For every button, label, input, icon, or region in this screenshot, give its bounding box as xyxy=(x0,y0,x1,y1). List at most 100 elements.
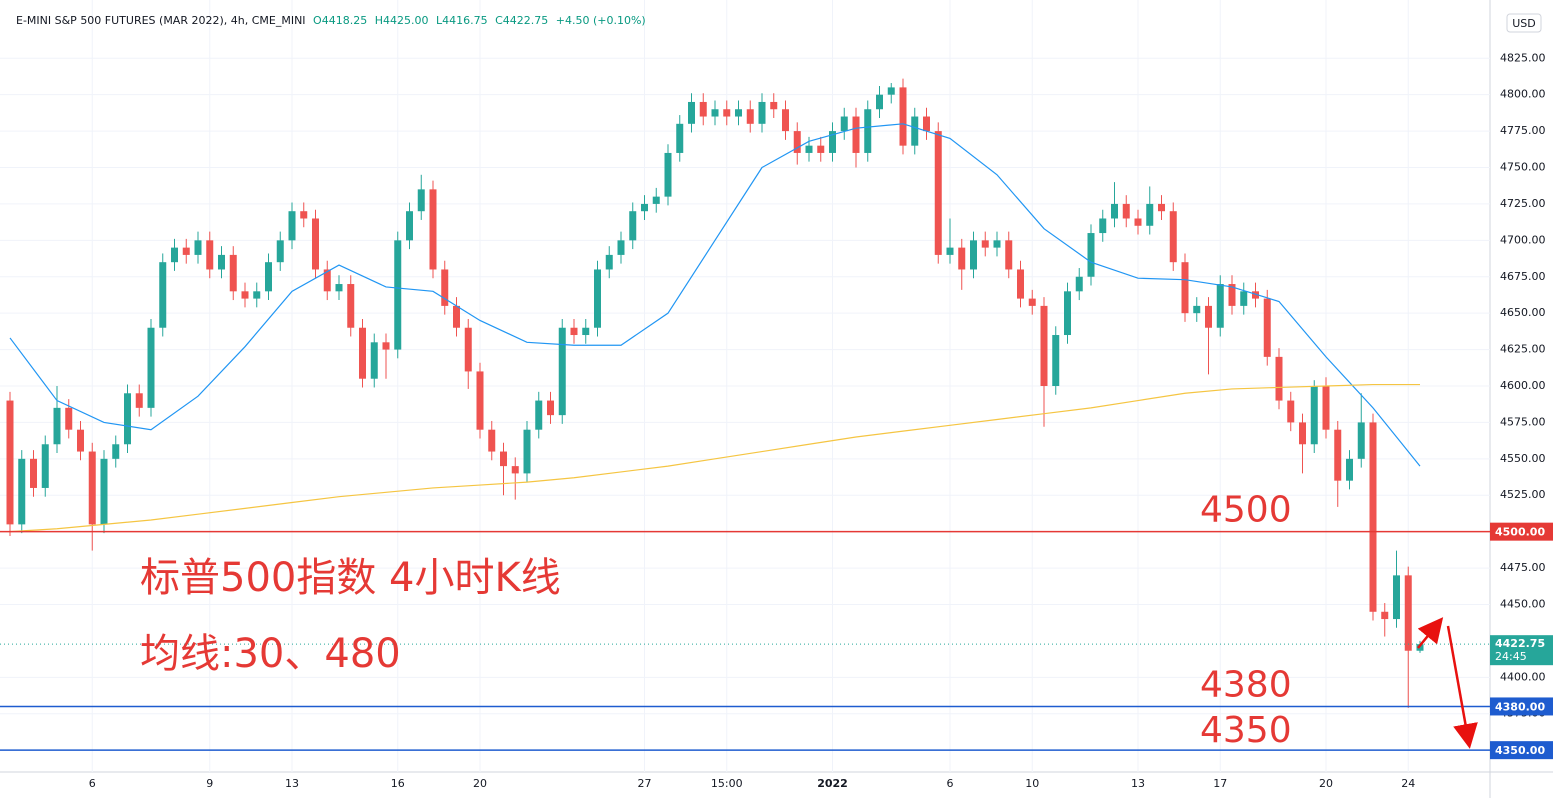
ohlc: +4.50 (+0.10%) xyxy=(555,14,646,27)
candle-body xyxy=(1111,203,1118,219)
candle-body xyxy=(194,240,202,255)
candle-body xyxy=(1122,203,1130,219)
candle-body xyxy=(159,262,167,328)
candle-body xyxy=(1252,291,1259,299)
candle-body xyxy=(77,429,84,452)
y-tick-label: 4450.00 xyxy=(1500,597,1546,610)
candle-body xyxy=(1240,291,1248,306)
candle-body xyxy=(594,269,601,328)
candle-body xyxy=(464,327,472,372)
level-tag-label: 4380.00 xyxy=(1495,700,1545,713)
candle-body xyxy=(981,240,989,248)
x-tick-label: 15:00 xyxy=(711,777,743,790)
candle-body xyxy=(370,342,378,379)
ohlc: C4422.75 xyxy=(495,14,549,27)
candle-body xyxy=(265,262,272,292)
candle-body xyxy=(394,240,402,350)
y-tick-label: 4825.00 xyxy=(1500,51,1546,64)
candle-body xyxy=(218,254,225,270)
candle-body xyxy=(1181,262,1189,314)
x-tick-label: 9 xyxy=(206,777,213,790)
candle-body xyxy=(100,458,108,525)
candle-body xyxy=(617,240,625,255)
candle-body xyxy=(1393,575,1400,620)
candle-body xyxy=(1193,305,1201,314)
candle-body xyxy=(793,131,801,153)
candle-body xyxy=(441,269,449,306)
y-tick-label: 4650.00 xyxy=(1500,306,1546,319)
candle-body xyxy=(476,371,484,430)
candle-body xyxy=(1404,575,1412,651)
candle-body xyxy=(253,291,261,299)
candle-body xyxy=(852,116,860,153)
candle-body xyxy=(347,284,355,328)
candle-body xyxy=(30,458,37,488)
candle-body xyxy=(1334,429,1342,481)
candle-body xyxy=(1346,458,1353,481)
symbol: E-MINI S&P 500 FUTURES (MAR 2022), 4h, C… xyxy=(16,14,306,27)
x-tick-label: 27 xyxy=(638,777,652,790)
candle-body xyxy=(1005,240,1013,270)
candle-body xyxy=(605,254,613,270)
candle-body xyxy=(911,116,919,146)
grid xyxy=(0,0,1490,772)
y-tick-label: 4550.00 xyxy=(1500,452,1546,465)
candle-body xyxy=(382,342,390,350)
candle-body xyxy=(1381,611,1389,620)
currency-box[interactable] xyxy=(1506,13,1542,33)
level-tag-label: 4500.00 xyxy=(1495,526,1545,539)
y-tick-label: 4625.00 xyxy=(1500,343,1546,356)
candle-body xyxy=(1075,276,1083,292)
x-tick-label: 16 xyxy=(391,777,405,790)
candle-body xyxy=(1040,305,1048,386)
marks xyxy=(6,78,1424,708)
candle-body xyxy=(770,101,778,110)
candle-body xyxy=(958,247,966,270)
candle-body xyxy=(923,116,930,132)
candle-body xyxy=(88,451,96,525)
candle-body xyxy=(887,87,895,95)
candle-body xyxy=(993,240,1001,248)
level-tag-label: 4350.00 xyxy=(1495,744,1545,757)
candle-body xyxy=(876,94,883,110)
candle-body xyxy=(1369,422,1377,612)
candle-body xyxy=(723,109,731,117)
candle-body xyxy=(41,444,49,488)
candle-body xyxy=(934,131,942,255)
candle-body xyxy=(535,400,543,430)
y-tick-label: 4800.00 xyxy=(1500,88,1546,101)
level-tag xyxy=(1490,522,1553,541)
moving-average xyxy=(9,383,1420,533)
candle-body xyxy=(1216,284,1224,328)
candle-body xyxy=(6,400,14,525)
candle-body xyxy=(1299,422,1306,445)
candle-body xyxy=(817,145,825,153)
candle-body xyxy=(946,247,954,255)
y-tick-label: 4700.00 xyxy=(1500,233,1546,246)
arrow xyxy=(1417,617,1444,649)
last-price-tag xyxy=(1490,635,1553,666)
candle-body xyxy=(582,327,590,336)
x-tick-label: 17 xyxy=(1213,777,1227,790)
candle-body xyxy=(53,407,61,445)
candle-body xyxy=(899,87,907,146)
candle-body xyxy=(1017,269,1024,299)
ohlc: L4416.75 xyxy=(435,14,488,27)
candle-body xyxy=(676,123,684,153)
candle-body xyxy=(229,254,237,292)
candle-body xyxy=(547,400,554,416)
candle-body xyxy=(288,211,296,241)
x-tick-label: 10 xyxy=(1025,777,1039,790)
candle-body xyxy=(699,101,707,117)
candle-body xyxy=(417,189,425,212)
candle-body xyxy=(359,327,366,379)
candle-body xyxy=(664,152,672,197)
candle-body xyxy=(335,284,343,292)
candle-body xyxy=(840,116,848,132)
x-tick-label: 20 xyxy=(1319,777,1333,790)
y-tick-label: 4675.00 xyxy=(1500,270,1546,283)
x-tick-label: 24 xyxy=(1401,777,1415,790)
candle-body xyxy=(1310,386,1318,445)
candle-body xyxy=(735,109,742,117)
arrow xyxy=(1446,625,1478,749)
